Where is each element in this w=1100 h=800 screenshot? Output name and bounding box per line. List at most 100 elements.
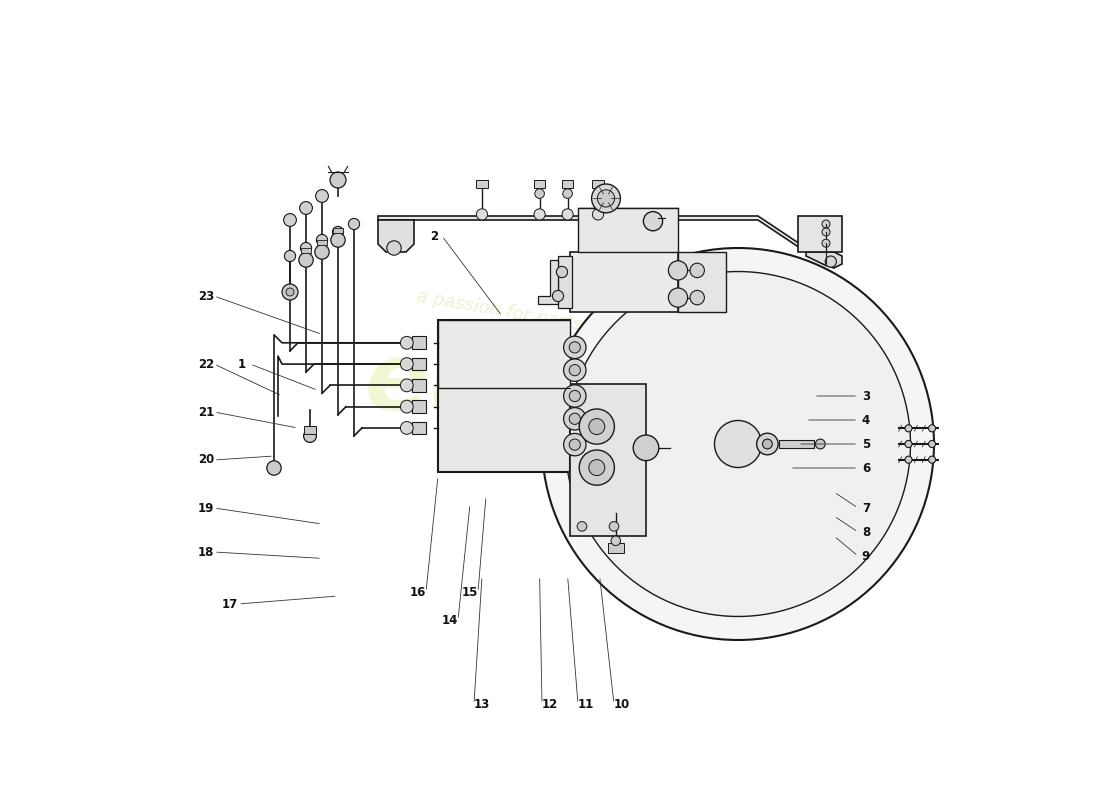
Circle shape <box>815 439 825 449</box>
Circle shape <box>282 284 298 300</box>
Circle shape <box>299 253 314 267</box>
Text: 16: 16 <box>410 586 426 598</box>
Circle shape <box>569 365 581 376</box>
Bar <box>411 400 426 413</box>
Circle shape <box>634 435 659 461</box>
Text: eu: eu <box>364 338 496 430</box>
Circle shape <box>569 439 581 450</box>
Circle shape <box>557 266 568 278</box>
Circle shape <box>762 439 772 449</box>
Circle shape <box>286 288 294 296</box>
Circle shape <box>267 461 282 475</box>
Text: 1: 1 <box>238 358 246 370</box>
Circle shape <box>905 456 912 463</box>
Bar <box>411 422 426 434</box>
Circle shape <box>387 241 402 255</box>
Circle shape <box>476 209 487 220</box>
Bar <box>438 320 570 472</box>
Bar <box>562 180 573 188</box>
Text: a passion for parts since 1994: a passion for parts since 1994 <box>415 287 685 353</box>
Circle shape <box>563 408 586 430</box>
Circle shape <box>316 190 329 202</box>
Circle shape <box>609 522 619 531</box>
Circle shape <box>690 263 704 278</box>
Circle shape <box>928 441 936 447</box>
Circle shape <box>578 522 586 531</box>
Bar <box>558 256 572 308</box>
Circle shape <box>822 228 830 236</box>
Circle shape <box>331 233 345 247</box>
Text: 5: 5 <box>862 438 870 450</box>
Circle shape <box>610 536 620 546</box>
Bar <box>411 379 426 392</box>
Circle shape <box>400 358 414 370</box>
Polygon shape <box>678 252 726 312</box>
Circle shape <box>593 209 604 220</box>
Circle shape <box>299 202 312 214</box>
Text: 17: 17 <box>222 598 238 610</box>
Bar <box>593 180 604 188</box>
Text: 4: 4 <box>862 414 870 426</box>
Bar <box>779 441 814 447</box>
Circle shape <box>330 172 346 188</box>
Circle shape <box>563 359 586 382</box>
Bar <box>411 336 426 349</box>
Circle shape <box>822 239 830 247</box>
Bar <box>317 240 327 245</box>
Circle shape <box>597 190 615 207</box>
Text: 3: 3 <box>862 390 870 402</box>
Circle shape <box>400 422 414 434</box>
Circle shape <box>690 290 704 305</box>
Polygon shape <box>806 252 842 268</box>
Circle shape <box>284 214 296 226</box>
Circle shape <box>715 421 761 467</box>
Bar <box>608 543 624 553</box>
Circle shape <box>332 226 343 238</box>
Circle shape <box>669 261 688 280</box>
Bar <box>570 384 646 536</box>
Circle shape <box>542 248 934 640</box>
Text: 12: 12 <box>542 698 558 710</box>
Polygon shape <box>378 216 834 252</box>
Circle shape <box>400 336 414 349</box>
Circle shape <box>905 441 912 447</box>
Polygon shape <box>538 260 558 304</box>
Circle shape <box>285 250 296 262</box>
Text: 8: 8 <box>862 526 870 538</box>
Text: 14: 14 <box>442 614 459 626</box>
Bar <box>305 426 316 434</box>
Bar <box>578 208 678 252</box>
Circle shape <box>349 218 360 230</box>
Circle shape <box>317 234 328 246</box>
Text: 22: 22 <box>198 358 214 370</box>
Text: 10: 10 <box>614 698 630 710</box>
Circle shape <box>400 400 414 413</box>
Text: 13: 13 <box>474 698 491 710</box>
Circle shape <box>563 336 586 358</box>
Bar <box>534 180 546 188</box>
Circle shape <box>592 184 620 213</box>
Circle shape <box>928 456 936 463</box>
Text: 19: 19 <box>198 502 214 514</box>
Bar <box>438 320 570 389</box>
Circle shape <box>562 209 573 220</box>
Bar <box>333 228 343 233</box>
Text: 18: 18 <box>198 546 214 558</box>
Text: 11: 11 <box>578 698 594 710</box>
Circle shape <box>580 409 615 444</box>
Circle shape <box>757 434 778 454</box>
Bar <box>301 248 311 253</box>
Text: ropes: ropes <box>432 338 732 430</box>
Bar <box>476 180 487 188</box>
Circle shape <box>563 385 586 407</box>
Circle shape <box>928 425 936 432</box>
Circle shape <box>300 242 311 254</box>
Circle shape <box>669 288 688 307</box>
Circle shape <box>822 220 830 228</box>
Text: 23: 23 <box>198 290 214 302</box>
Circle shape <box>534 209 546 220</box>
Circle shape <box>569 342 581 353</box>
Circle shape <box>644 212 662 231</box>
Text: 21: 21 <box>198 406 214 418</box>
Circle shape <box>825 256 836 267</box>
